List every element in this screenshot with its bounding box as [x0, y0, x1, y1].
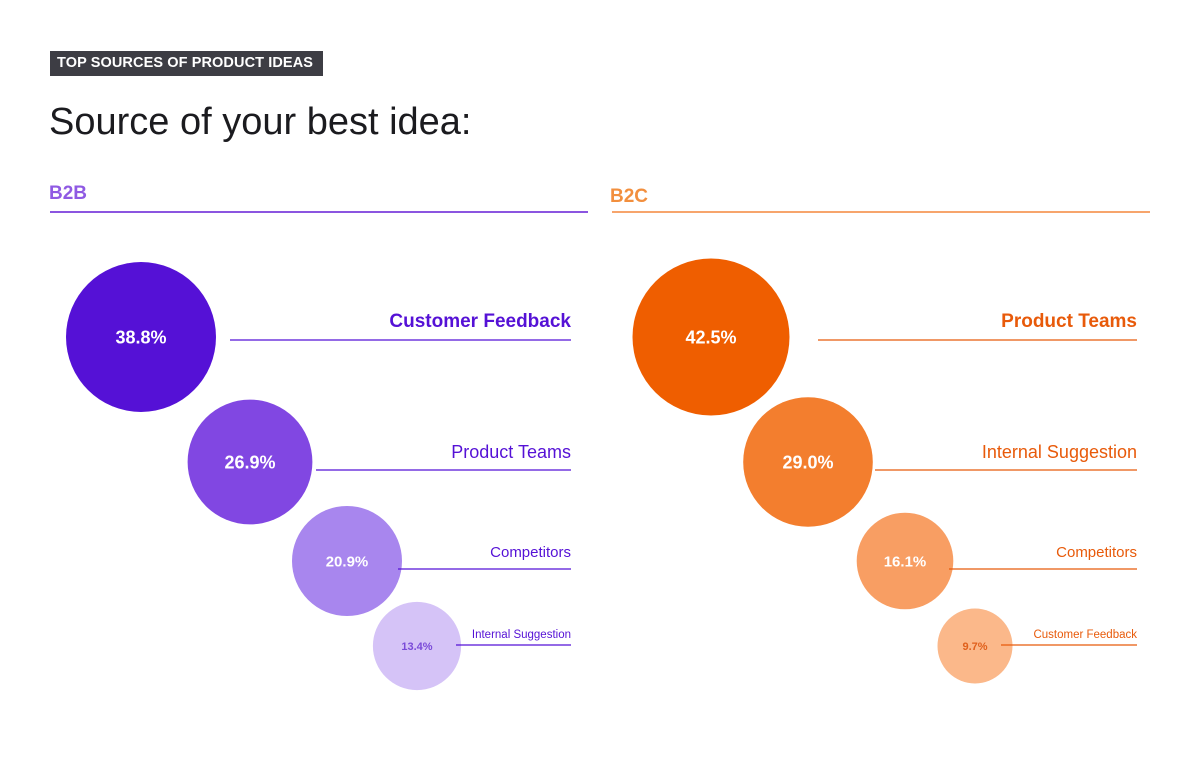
- b2b-bubble: [292, 506, 402, 616]
- b2c-bubble-value-label: 16.1%: [884, 553, 927, 570]
- b2c-category-label: Customer Feedback: [1033, 629, 1137, 641]
- b2b-bubble: [66, 262, 216, 412]
- b2b-panel-title: B2B: [49, 183, 87, 204]
- b2b-bubble-value-label: 38.8%: [115, 327, 166, 347]
- section-tag: TOP SOURCES OF PRODUCT IDEAS: [50, 51, 324, 76]
- b2b-category-label: Customer Feedback: [389, 311, 571, 332]
- b2b-bubble-value-label: 20.9%: [326, 553, 369, 570]
- b2b-category-label: Internal Suggestion: [472, 629, 571, 641]
- b2c-bubble: [743, 397, 873, 527]
- b2c-category-label: Product Teams: [1001, 311, 1137, 332]
- b2b-category-label: Product Teams: [451, 442, 571, 462]
- b2b-bubble-value-label: 13.4%: [401, 641, 432, 653]
- b2c-category-label: Internal Suggestion: [982, 442, 1137, 462]
- b2c-bubble: [856, 512, 954, 610]
- b2c-bubble: [632, 258, 790, 416]
- b2b-category-label: Competitors: [490, 544, 571, 561]
- b2b-bubble: [187, 399, 313, 525]
- b2c-bubble: [937, 608, 1013, 684]
- b2c-bubble-value-label: 29.0%: [782, 452, 833, 472]
- b2c-bubble-value-label: 42.5%: [685, 327, 736, 347]
- page-title: Source of your best idea:: [49, 101, 472, 143]
- b2b-bubble: [372, 601, 462, 691]
- b2b-bubble-value-label: 26.9%: [224, 452, 275, 472]
- b2c-category-label: Competitors: [1056, 544, 1137, 561]
- b2c-panel-title: B2C: [610, 186, 648, 207]
- b2c-bubble-value-label: 9.7%: [962, 641, 987, 653]
